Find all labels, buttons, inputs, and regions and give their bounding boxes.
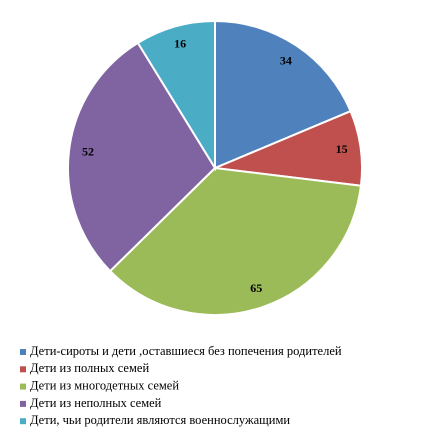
legend-marker xyxy=(20,366,26,373)
data-label: 16 xyxy=(174,37,186,51)
pie-slice xyxy=(214,19,352,170)
legend-label: Дети из полных семей xyxy=(30,361,149,375)
pie-slice xyxy=(136,19,216,172)
legend-marker xyxy=(20,400,26,407)
pie-slice xyxy=(67,41,217,273)
legend-label: Дети из многодетных семей xyxy=(30,378,179,392)
data-label: 15 xyxy=(336,142,348,156)
legend-label: Дети-сироты и дети ,оставшиеся без попеч… xyxy=(30,344,342,358)
pie-slice xyxy=(108,166,363,316)
legend-marker xyxy=(20,349,26,355)
legend-label: Дети из неполных семей xyxy=(30,396,162,410)
legend-label: Дети, чьи родители являются военнослужащ… xyxy=(30,413,290,427)
legend-marker xyxy=(20,383,26,390)
data-label: 34 xyxy=(280,53,292,67)
data-label: 65 xyxy=(250,281,262,295)
legend-marker xyxy=(20,418,26,425)
data-label: 52 xyxy=(82,144,94,158)
